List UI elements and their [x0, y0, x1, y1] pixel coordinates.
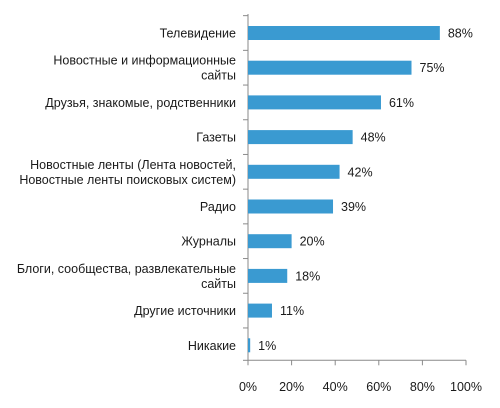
bar-value-label: 11% — [280, 304, 304, 318]
category-label-line: Никакие — [188, 339, 236, 353]
bar — [248, 268, 288, 283]
category-label-line: Телевидение — [160, 27, 236, 41]
bar — [248, 95, 381, 110]
x-tick-label: 40% — [323, 380, 348, 394]
category-label-line: сайты — [201, 277, 236, 291]
category-label: Блоги, сообщества, развлекательные сайты — [17, 262, 236, 291]
bar — [248, 60, 412, 75]
category-label: Новостные и информационные сайты — [53, 54, 236, 83]
bar — [248, 303, 272, 318]
bar — [248, 338, 251, 353]
bar — [248, 234, 292, 249]
bar-value-label: 75% — [420, 61, 445, 75]
category-label-line: Новостные ленты (Лента новостей, — [30, 158, 236, 172]
category-label: Газеты — [196, 131, 236, 145]
category-label-line: Журналы — [181, 235, 236, 249]
category-label: Журналы — [181, 235, 236, 249]
category-label: Телевидение — [160, 27, 236, 41]
bar-value-label: 18% — [295, 269, 320, 283]
bar-value-label: 61% — [389, 96, 414, 110]
x-tick-label: 60% — [366, 380, 391, 394]
category-label: Новостные ленты (Лента новостей, Новостны… — [19, 158, 236, 187]
bar-value-label: 88% — [448, 27, 473, 41]
category-label-line: сайты — [201, 69, 236, 83]
bar-value-label: 20% — [300, 235, 325, 249]
category-label-line: Новостные и информационные — [53, 54, 236, 68]
category-label: Никакие — [188, 339, 236, 353]
bar-value-label: 39% — [341, 200, 366, 214]
bar — [248, 130, 353, 145]
x-tick-label: 100% — [450, 380, 482, 394]
bar-value-label: 1% — [258, 339, 276, 353]
bar — [248, 199, 334, 214]
x-tick-label: 20% — [279, 380, 304, 394]
category-label-line: Радио — [200, 200, 236, 214]
category-label: Друзья, знакомые, родственники — [45, 96, 236, 110]
category-label: Радио — [200, 200, 236, 214]
bar-value-label: 48% — [361, 131, 386, 145]
category-label-line: Другие источники — [134, 304, 236, 318]
category-label-line: Друзья, знакомые, родственники — [45, 96, 236, 110]
bar — [248, 164, 340, 179]
x-tick-label: 0% — [239, 380, 257, 394]
category-label-line: Новостные ленты поисковых систем) — [19, 173, 236, 187]
category-label-line: Газеты — [196, 131, 236, 145]
x-tick-label: 80% — [410, 380, 435, 394]
bar-value-label: 42% — [348, 165, 373, 179]
bar — [248, 26, 440, 40]
category-label-line: Блоги, сообщества, развлекательные — [17, 262, 236, 276]
category-label: Другие источники — [134, 304, 236, 318]
